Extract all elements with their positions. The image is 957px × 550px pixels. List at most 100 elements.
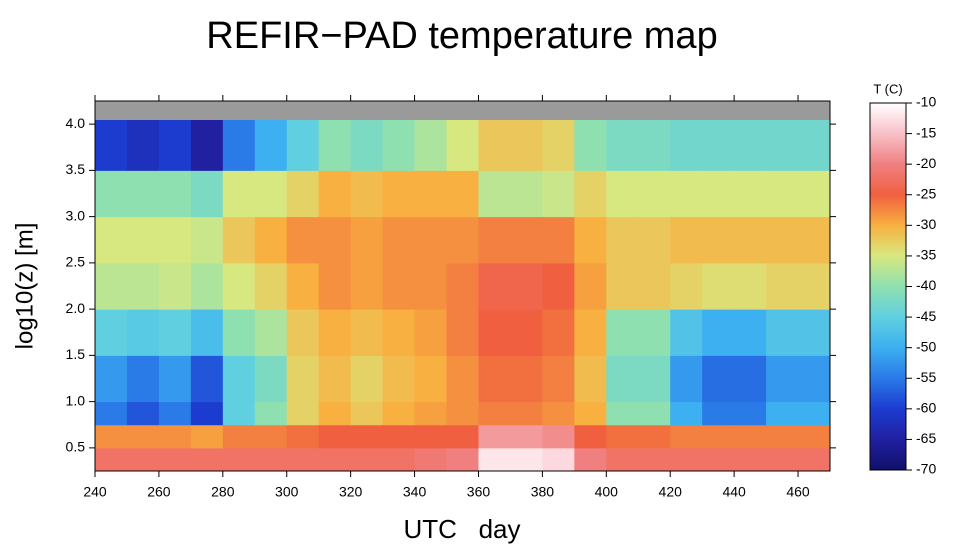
heatmap-cell — [159, 217, 191, 264]
heatmap-cell — [223, 402, 255, 426]
heatmap-cell — [510, 402, 542, 426]
heatmap-cell — [574, 120, 606, 171]
x-tick-label: 260 — [147, 484, 171, 500]
heatmap-cell — [702, 170, 734, 217]
heatmap-cell — [702, 217, 734, 264]
heatmap-cell — [510, 170, 542, 217]
no-data-cell — [478, 101, 510, 120]
no-data-cell — [574, 101, 606, 120]
heatmap-cell — [766, 120, 798, 171]
heatmap-cell — [670, 217, 702, 264]
heatmap-cell — [574, 309, 606, 356]
heatmap-cell — [606, 170, 638, 217]
colorbar-tick-label: -55 — [916, 369, 936, 385]
y-tick-label: 1.0 — [66, 392, 86, 408]
heatmap-cell — [606, 355, 638, 402]
no-data-cell — [351, 101, 383, 120]
colorbar-tick-label: -50 — [916, 338, 936, 354]
heatmap-cell — [159, 120, 191, 171]
heatmap-cell — [798, 402, 830, 426]
x-tick-label: 380 — [531, 484, 555, 500]
no-data-cell — [159, 101, 191, 120]
heatmap-cell — [734, 425, 766, 449]
heatmap-cell — [255, 402, 287, 426]
heatmap-cell — [606, 402, 638, 426]
heatmap-cell — [319, 355, 351, 402]
heatmap-cell — [159, 309, 191, 356]
heatmap-cell — [447, 448, 479, 472]
heatmap-cell — [734, 448, 766, 472]
no-data-cell — [447, 101, 479, 120]
heatmap-cell — [95, 425, 127, 449]
heatmap-cell — [734, 309, 766, 356]
heatmap-cell — [734, 402, 766, 426]
no-data-cell — [766, 101, 798, 120]
heatmap-cell — [574, 217, 606, 264]
heatmap-cell — [447, 355, 479, 402]
heatmap-cell — [319, 120, 351, 171]
heatmap-cell — [798, 263, 830, 310]
heatmap-cell — [255, 263, 287, 310]
no-data-cell — [191, 101, 223, 120]
heatmap-cell — [191, 263, 223, 310]
heatmap-cell — [127, 425, 159, 449]
heatmap-cell — [319, 170, 351, 217]
no-data-cell — [127, 101, 159, 120]
heatmap-cell — [670, 402, 702, 426]
no-data-cell — [734, 101, 766, 120]
colorbar-tick-label: -35 — [916, 247, 936, 263]
heatmap-cell — [319, 309, 351, 356]
heatmap-cell — [95, 170, 127, 217]
heatmap-cell — [702, 448, 734, 472]
heatmap-cell — [255, 355, 287, 402]
colorbar-tick-label: -15 — [916, 124, 936, 140]
heatmap-cell — [606, 448, 638, 472]
heatmap-cell — [383, 217, 415, 264]
y-tick-label: 2.0 — [66, 300, 86, 316]
heatmap-cell — [95, 217, 127, 264]
heatmap-cell — [415, 355, 447, 402]
heatmap-cell — [191, 355, 223, 402]
heatmap-cell — [734, 170, 766, 217]
heatmap-cell — [255, 120, 287, 171]
heatmap-cell — [351, 170, 383, 217]
heatmap-cell — [478, 402, 510, 426]
heatmap-cell — [478, 425, 510, 449]
heatmap-cell — [383, 263, 415, 310]
no-data-cell — [95, 101, 127, 120]
heatmap-cell — [670, 120, 702, 171]
heatmap-cell — [702, 425, 734, 449]
heatmap-cell — [223, 263, 255, 310]
heatmap-cell — [574, 263, 606, 310]
heatmap-cell — [510, 263, 542, 310]
heatmap-cell — [638, 402, 670, 426]
heatmap-cell — [702, 309, 734, 356]
heatmap-cell — [191, 170, 223, 217]
heatmap-cell — [734, 120, 766, 171]
heatmap-cell — [383, 402, 415, 426]
heatmap-cell — [798, 120, 830, 171]
heatmap-cell — [287, 263, 319, 310]
heatmap-cell — [766, 263, 798, 310]
y-tick-label: 4.0 — [66, 115, 86, 131]
heatmap-cell — [606, 425, 638, 449]
colorbar-tick-label: -70 — [916, 461, 936, 477]
heatmap-cell — [447, 120, 479, 171]
heatmap-cell — [223, 170, 255, 217]
heatmap-cell — [542, 448, 574, 472]
heatmap-cell — [670, 425, 702, 449]
heatmap-cell — [766, 170, 798, 217]
heatmap-cell — [510, 217, 542, 264]
no-data-cell — [415, 101, 447, 120]
heatmap-cell — [606, 309, 638, 356]
heatmap-cell — [510, 355, 542, 402]
heatmap-cell — [95, 120, 127, 171]
heatmap-cell — [447, 402, 479, 426]
heatmap-cell — [510, 448, 542, 472]
heatmap-cell — [223, 448, 255, 472]
no-data-cell — [255, 101, 287, 120]
y-tick-label: 3.5 — [66, 161, 86, 177]
heatmap-cell — [351, 425, 383, 449]
heatmap-cell — [478, 217, 510, 264]
heatmap-cell — [255, 309, 287, 356]
